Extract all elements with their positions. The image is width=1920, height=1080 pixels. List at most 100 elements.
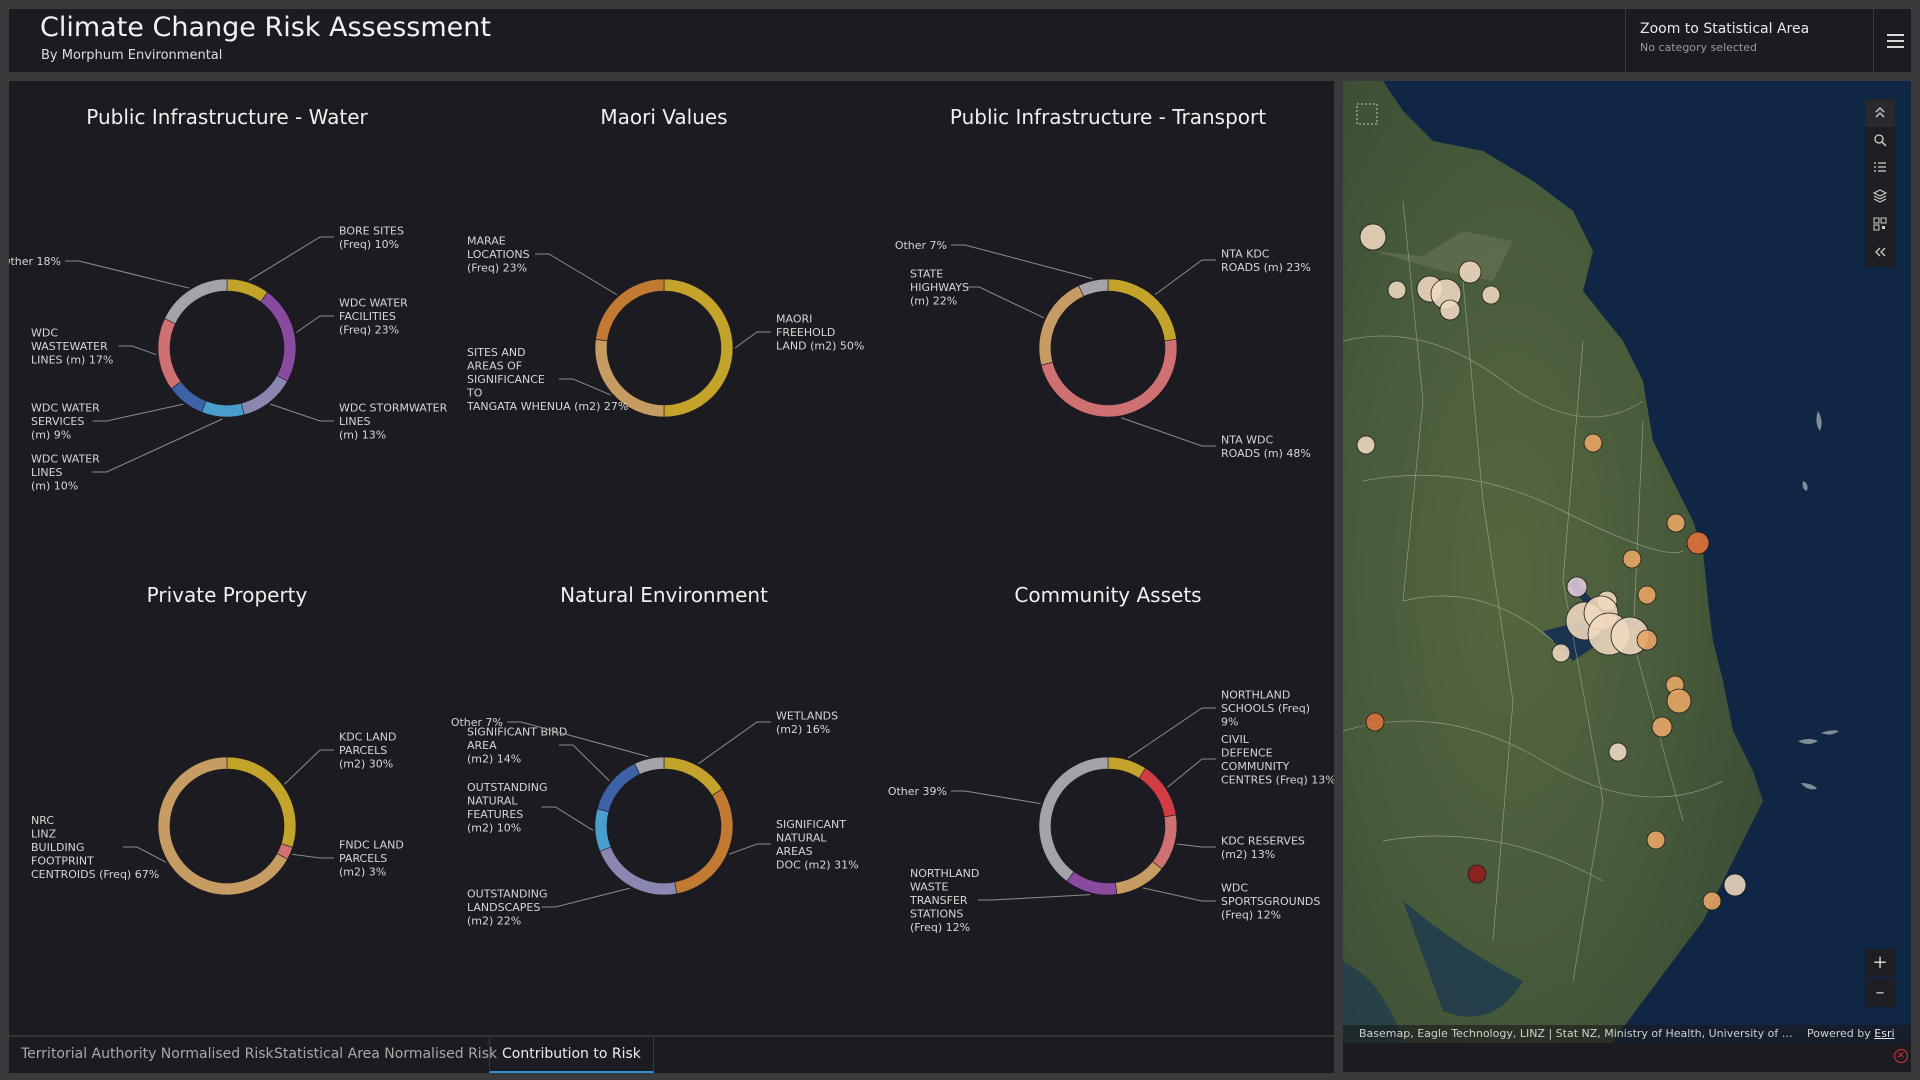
chart-title: Maori Values [600,105,727,129]
leader-line [1121,417,1216,447]
leader-line [284,749,334,785]
map-attribution: Basemap, Eagle Technology, LINZ | Stat N… [1343,1025,1911,1043]
donut-slice[interactable] [164,278,228,325]
risk-markers[interactable] [1356,223,1747,911]
donut-slice[interactable] [1038,756,1109,882]
leader-line [541,806,594,831]
slice-label: SITES AND AREAS OF SIGNIFICANCE TO TANGATA W… [466,346,628,413]
slice-label: SIGNIFICANT NATURAL AREAS DOC (m2) 31% [776,818,859,872]
leader-line [728,843,771,855]
donut-slice[interactable] [674,788,734,895]
leader-line [734,331,771,349]
collapse-icon[interactable] [1865,239,1895,267]
tab-statistical-area-normalised-risk[interactable]: Statistical Area Normalised Risk [274,1046,498,1062]
donut-slice[interactable] [226,756,297,848]
leader-line [951,790,1041,805]
hamburger-menu-icon[interactable] [1873,9,1912,72]
donut-slice[interactable] [201,400,245,418]
view-tabs: Territorial Authority Normalised Risk St… [9,1036,1334,1073]
leader-line [559,744,610,782]
slice-label: WDC SPORTSGROUNDS (Freq) 12% [1221,882,1320,922]
legend-list-icon[interactable] [1865,155,1895,183]
slice-label: NORTHLAND SCHOOLS (Freq) 9% [1221,689,1310,729]
chart-title: Private Property [147,583,308,607]
leader-line [1127,707,1216,759]
slice-label: BORE SITES (Freq) 10% [339,224,404,251]
leader-line [559,378,611,396]
donut-slice[interactable] [157,756,288,896]
slice-label: KDC LAND PARCELS (m2) 30% [339,731,396,771]
statistical-area-boundaries [1343,200,1724,982]
satellite-basemap[interactable] [1343,81,1911,1072]
donut-slice[interactable] [170,381,207,413]
select-area-icon[interactable] [1356,103,1378,125]
leader-line [951,244,1093,280]
donut-slice[interactable] [1078,278,1109,297]
donut-slice[interactable] [1107,756,1147,779]
donut-slice[interactable] [260,291,297,382]
leader-line [92,403,184,422]
donut-slice[interactable] [634,756,665,775]
slice-label: MAORI FREEHOLD LAND (m2) 50% [776,313,864,353]
esri-link[interactable]: Esri [1874,1027,1895,1040]
leader-line [292,853,334,859]
leader-line [965,286,1044,319]
donut-slice[interactable] [599,846,678,896]
slice-label: WDC WATER LINES (m) 10% [31,453,100,493]
expand-icon[interactable] [1865,99,1895,127]
donut-slice[interactable] [595,278,665,342]
leader-line [1176,843,1216,848]
app-header: Climate Change Risk Assessment By Morphu… [9,9,1911,72]
zoom-to-statistical-area-selector[interactable]: Zoom to Statistical Area No category sel… [1625,9,1874,72]
powered-by-label: Powered by [1807,1027,1871,1040]
slice-label: CIVIL DEFENCE COMMUNITY CENTRES (Freq) 13% [1221,733,1334,787]
leader-line [507,721,649,758]
donut-slice[interactable] [663,756,723,796]
donut-slice[interactable] [1066,871,1118,896]
leader-line [1154,259,1216,296]
map-footer [1343,1043,1911,1072]
leader-line [65,260,190,289]
donut-slice[interactable] [226,278,268,303]
search-icon[interactable] [1865,127,1895,155]
donut-slice[interactable] [1114,861,1163,895]
leader-line [270,403,334,422]
leader-line [118,345,157,356]
leader-line [535,253,618,296]
slice-label: OUTSTANDING NATURAL FEATURES (m2) 10% [467,781,548,835]
slice-label: NTA KDC ROADS (m) 23% [1221,247,1311,274]
tab-contribution-to-risk[interactable]: Contribution to Risk [489,1037,654,1073]
donut-chart-1: Public Infrastructure - Water BORE SITES(… [9,105,448,492]
donut-slice[interactable] [594,808,612,852]
donut-slice[interactable] [596,763,641,813]
donut-slice[interactable] [663,278,734,418]
slice-label: WDC STORMWATER LINES (m) 13% [339,402,448,442]
donut-slice[interactable] [1040,339,1178,418]
powered-by: Powered by Esri [1807,1025,1895,1043]
slice-label: WETLANDS (m2) 16% [776,709,838,736]
map-view[interactable]: + – Basemap, Eagle Technology, LINZ | St… [1343,81,1911,1072]
layers-icon[interactable] [1865,183,1895,211]
leader-line [123,846,167,863]
leader-line [296,315,334,333]
leader-line [1142,887,1216,902]
donut-chart-4: Private Property KDC LAND PARCELS (m2) 30% F… [31,583,404,896]
donut-slice[interactable] [240,375,288,416]
zoom-out-button[interactable]: – [1865,979,1895,1007]
app-title: Climate Change Risk Assessment [40,12,491,43]
tab-territorial-authority-normalised-risk[interactable]: Territorial Authority Normalised Risk [21,1046,274,1062]
donut-slice[interactable] [1107,278,1177,342]
donut-slice[interactable] [1138,767,1177,818]
donut-slice[interactable] [157,318,182,389]
chart-title: Community Assets [1014,583,1201,607]
slice-label: Other 7% [451,716,503,729]
leader-line [1167,758,1216,788]
error-icon[interactable]: × [1894,1049,1908,1063]
slice-label: OUTSTANDING LANDSCAPES (m2) 22% [467,888,548,928]
qr-grid-icon[interactable] [1865,211,1895,239]
donut-slice[interactable] [1038,285,1085,366]
donut-chart-5: Natural Environment WETLANDS (m2) 16% SIGNI… [451,583,859,927]
donut-slice[interactable] [1152,814,1178,870]
slice-label: NORTHLAND WASTE TRANSFER STATIONS (Freq) 12% [909,867,979,934]
zoom-in-button[interactable]: + [1865,949,1895,977]
